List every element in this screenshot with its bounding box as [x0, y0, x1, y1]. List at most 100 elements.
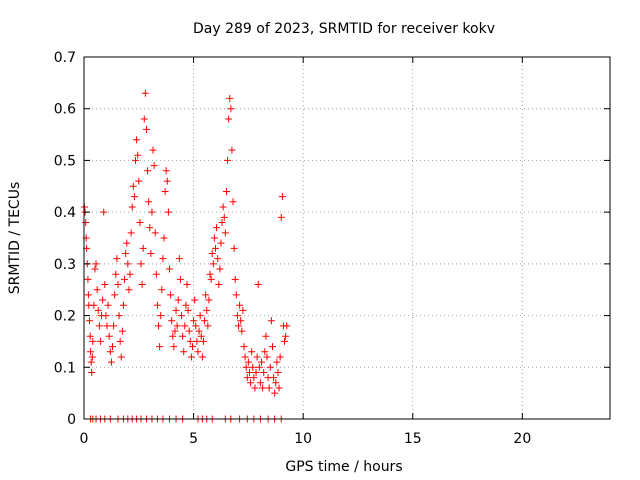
- data-point: [270, 374, 278, 382]
- data-point: [99, 296, 107, 304]
- data-point: [198, 353, 206, 361]
- data-point: [258, 358, 266, 366]
- data-point: [146, 224, 154, 232]
- data-point: [90, 301, 98, 309]
- data-point: [163, 177, 171, 185]
- data-point: [203, 306, 211, 314]
- data-point: [192, 322, 200, 330]
- data-point: [241, 353, 249, 361]
- data-point: [283, 322, 291, 330]
- data-point: [233, 312, 241, 320]
- data-point: [237, 317, 245, 325]
- data-point: [165, 265, 173, 273]
- data-point: [141, 89, 149, 97]
- data-point: [199, 337, 207, 345]
- data-point: [267, 317, 275, 325]
- data-point: [252, 368, 260, 376]
- data-point: [215, 281, 223, 289]
- data-point: [168, 317, 176, 325]
- x-tick-label: 20: [513, 431, 531, 447]
- data-point: [144, 167, 152, 175]
- data-point: [169, 332, 177, 340]
- data-point: [145, 198, 153, 206]
- data-point: [266, 363, 274, 371]
- data-point: [117, 353, 125, 361]
- data-point: [122, 250, 130, 258]
- data-points: [80, 89, 291, 423]
- data-point: [260, 368, 268, 376]
- data-point: [84, 291, 92, 299]
- data-point: [212, 244, 219, 252]
- data-point: [208, 250, 216, 258]
- data-point: [105, 332, 113, 340]
- data-point: [184, 306, 192, 314]
- data-point: [148, 208, 156, 216]
- data-point: [116, 337, 124, 345]
- data-point: [137, 260, 145, 268]
- data-point: [272, 379, 280, 387]
- x-tick-label: 0: [80, 431, 89, 447]
- data-point: [118, 327, 126, 335]
- data-point: [114, 281, 122, 289]
- data-point: [225, 115, 233, 123]
- data-point: [135, 177, 143, 185]
- data-point: [162, 167, 170, 175]
- data-point: [281, 337, 289, 345]
- data-point: [87, 358, 95, 366]
- chart-title: Day 289 of 2023, SRMTID for receiver kok…: [193, 21, 495, 37]
- data-point: [244, 358, 252, 366]
- data-point: [82, 218, 90, 226]
- data-point: [158, 286, 166, 294]
- data-point: [119, 301, 127, 309]
- data-point: [128, 203, 136, 211]
- y-tick-label: 0: [67, 412, 76, 428]
- data-point: [138, 281, 146, 289]
- data-point: [210, 234, 218, 242]
- data-point: [254, 281, 262, 289]
- axes-ticks: 0 0.1 0.2 0.3 0.4 0.5 0.6 0.7 0 5 10 15 20: [54, 50, 610, 447]
- data-point: [107, 358, 115, 366]
- data-point: [130, 193, 138, 201]
- data-point: [160, 234, 168, 242]
- data-point: [205, 296, 213, 304]
- data-point: [88, 353, 96, 361]
- y-axis-label: SRMTID / TECUs: [7, 182, 23, 295]
- data-point: [111, 291, 119, 299]
- data-point: [123, 239, 131, 247]
- data-point: [179, 332, 187, 340]
- data-point: [161, 187, 169, 195]
- data-point: [201, 317, 209, 325]
- data-point: [265, 384, 273, 392]
- data-point: [167, 291, 175, 299]
- data-point: [139, 244, 147, 252]
- data-point: [261, 348, 269, 356]
- x-tick-label: 15: [404, 431, 422, 447]
- data-point: [186, 337, 194, 345]
- data-point: [178, 312, 186, 320]
- data-point: [87, 348, 95, 356]
- data-point: [214, 255, 222, 263]
- data-point: [206, 270, 214, 278]
- data-point: [142, 125, 150, 133]
- data-point: [274, 368, 282, 376]
- data-point: [222, 187, 230, 195]
- data-point: [103, 322, 111, 330]
- data-point: [271, 389, 279, 397]
- data-point: [226, 94, 234, 102]
- data-point: [195, 327, 203, 335]
- data-point: [238, 327, 246, 335]
- data-point: [136, 218, 144, 226]
- data-point: [228, 146, 236, 154]
- data-point: [174, 296, 182, 304]
- data-point: [278, 193, 286, 201]
- data-point: [125, 286, 133, 294]
- data-point: [191, 296, 199, 304]
- data-point: [253, 353, 261, 361]
- data-point: [129, 182, 137, 190]
- data-point: [248, 348, 256, 356]
- data-point: [221, 229, 229, 237]
- data-point: [196, 312, 204, 320]
- data-point: [249, 363, 257, 371]
- data-point: [276, 353, 284, 361]
